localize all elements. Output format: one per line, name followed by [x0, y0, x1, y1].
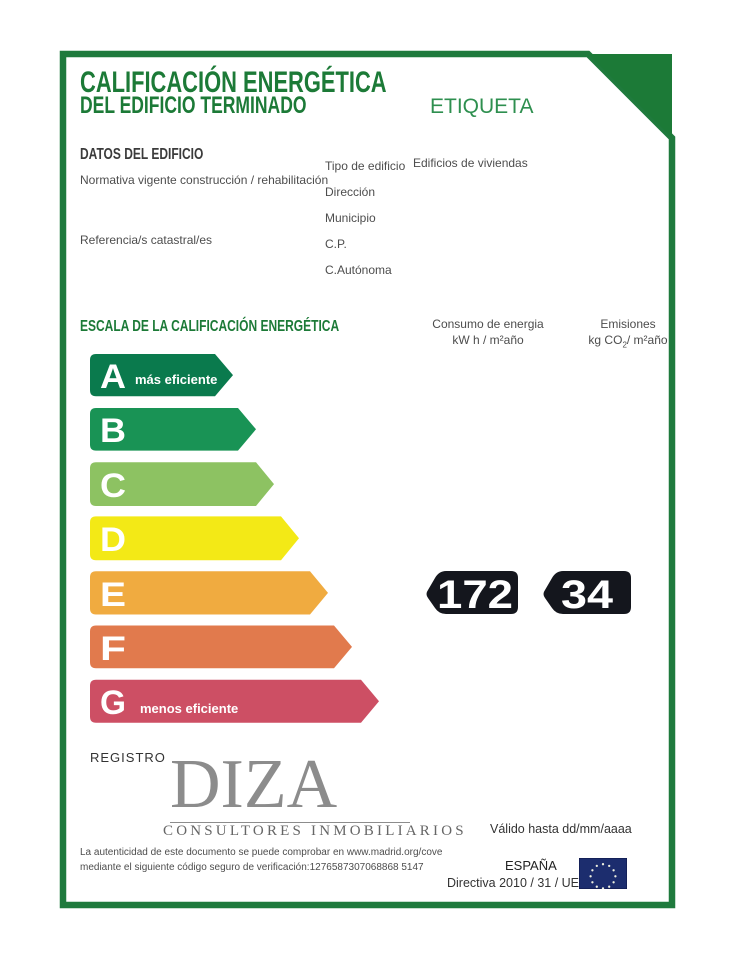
- svg-text:más eficiente: más eficiente: [135, 372, 217, 387]
- svg-text:172: 172: [437, 573, 513, 617]
- svg-text:F: F: [100, 630, 126, 668]
- svg-text:menos eficiente: menos eficiente: [140, 701, 238, 716]
- svg-text:C: C: [100, 467, 126, 505]
- svg-text:D: D: [100, 521, 126, 559]
- svg-text:E: E: [100, 576, 126, 614]
- svg-text:34: 34: [561, 573, 614, 617]
- svg-text:B: B: [100, 412, 126, 450]
- svg-text:A: A: [100, 358, 126, 396]
- svg-text:G: G: [100, 684, 126, 722]
